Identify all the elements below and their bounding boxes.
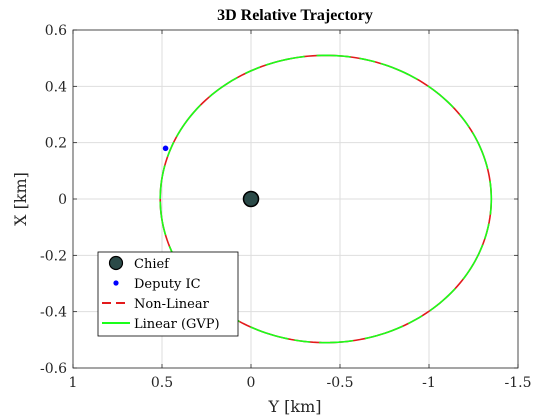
tick-labels: 1 0.5 0 -0.5 -1 -1.5 0.6 0.4 0.2 0 -0.2 -0.4 -0.6 [40,23,532,391]
y-tick-label: 0.6 [45,23,67,39]
x-tick-label: -1.5 [505,375,532,391]
chart-title: 3D Relative Trajectory [217,7,373,24]
legend-chief-marker [108,255,124,271]
y-tick-label: -0.4 [40,305,67,321]
y-tick-label: -0.2 [40,248,67,264]
legend-deputy-marker [113,280,119,286]
y-tick-label: 0.2 [45,136,67,152]
x-tick-label: -1 [422,375,436,391]
x-tick-label: 0 [247,375,256,391]
x-axis-title: Y [km] [268,397,322,416]
x-tick-label: 0.5 [151,375,173,391]
y-axis-title: X [km] [11,172,30,226]
series-deputy-ic-point [162,145,169,152]
legend-linear-label: Linear (GVP) [134,317,220,332]
curves [159,54,493,344]
y-tick-label: 0.4 [45,79,67,95]
markers [162,145,260,208]
series-chief-point [242,190,260,208]
legend: Chief Deputy IC Non-Linear Linear (GVP) [97,251,239,337]
y-tick-label: -0.6 [40,361,67,377]
x-tick-label: 1 [69,375,78,391]
ticks [72,29,519,369]
legend-nonlinear-label: Non-Linear [134,297,210,312]
x-tick-label: -0.5 [327,375,354,391]
y-tick-label: 0 [58,192,67,208]
series-linear-gvp-curve [159,54,493,344]
legend-chief-label: Chief [134,257,170,272]
legend-deputy-label: Deputy IC [134,277,201,292]
